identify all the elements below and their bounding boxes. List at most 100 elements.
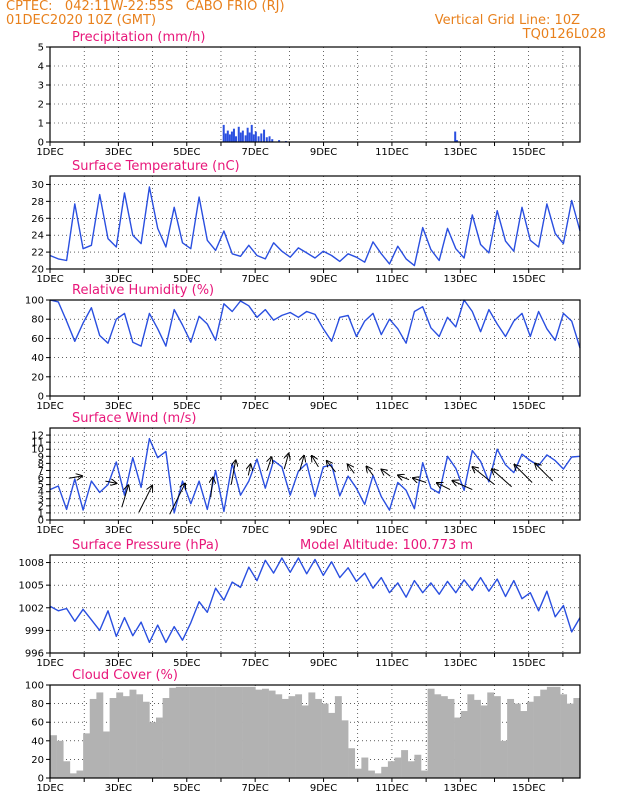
cloud-cover-bar: [109, 698, 117, 778]
cloud-cover-bar: [321, 703, 329, 778]
panel-precip: 0 1 2 3 4 5 1DEC 3DEC 5DEC 7DEC 9DEC 11DEC 13DEC 15DE…: [36, 30, 581, 158]
wind-vector-arrow: [535, 463, 553, 482]
y-tick-label: 3: [38, 81, 44, 92]
header-vertical-grid-note: Vertical Grid Line: 10Z: [434, 13, 580, 28]
x-tick-label: 3DEC: [105, 401, 132, 412]
wind-vector-arrow: [348, 464, 355, 474]
y-tick-label: 24: [31, 231, 44, 242]
x-tick-label: 11DEC: [375, 525, 409, 536]
panel-cloud: 0 20 40 60 80 100 1DEC 3DEC 5DEC 7DEC 9DEC 11DEC 13D…: [25, 668, 581, 794]
y-tick-label: 0: [38, 774, 44, 785]
y-tick-label: 999: [25, 626, 44, 637]
cloud-cover-bar: [361, 757, 369, 778]
y-tick-label: 100: [25, 296, 44, 307]
cloud-cover-bar: [122, 696, 130, 778]
x-tick-label: 7DEC: [241, 401, 268, 412]
cloud-cover-bar: [169, 687, 177, 778]
precip-bar: [237, 126, 240, 142]
x-tick-label: 1DEC: [36, 401, 63, 412]
x-tick-label: 7DEC: [241, 274, 268, 285]
y-tick-label: 60: [31, 334, 44, 345]
x-tick-label: 5DEC: [173, 274, 200, 285]
cloud-cover-bar: [374, 773, 382, 778]
cloud-cover-bar: [533, 696, 541, 778]
cloud-cover-bar: [129, 689, 137, 778]
header-model-code: TQ0126L028: [522, 27, 606, 42]
cloud-cover-bar: [103, 731, 110, 778]
panel-title: Precipitation (mm/h): [72, 30, 205, 45]
cloud-cover-bar: [493, 696, 501, 778]
cloud-cover-bar: [235, 686, 243, 778]
y-tick-label: 6: [38, 473, 44, 484]
y-tick-label: 26: [31, 214, 44, 225]
temp-series-line: [49, 186, 581, 267]
x-tick-label: 13DEC: [443, 658, 477, 669]
x-tick-label: 11DEC: [375, 658, 409, 669]
precip-bar: [248, 132, 251, 142]
x-tick-label: 11DEC: [375, 401, 409, 412]
wind-vector-arrow: [515, 465, 533, 483]
cloud-cover-bar: [69, 773, 77, 778]
wind-vector-arrow: [230, 460, 235, 485]
precip-bar: [455, 140, 458, 142]
panel-title: Surface Wind (m/s): [72, 411, 196, 426]
y-tick-label: 2: [38, 501, 44, 512]
cloud-cover-bar: [566, 703, 574, 778]
x-tick-label: 5DEC: [173, 401, 200, 412]
x-tick-label: 15DEC: [512, 274, 546, 285]
cloud-cover-bar: [447, 698, 455, 778]
y-tick-label: 12: [31, 431, 44, 442]
cloud-cover-bar: [149, 722, 157, 778]
x-tick-label: 13DEC: [443, 525, 477, 536]
x-tick-label: 9DEC: [310, 147, 337, 158]
panel-title: Cloud Cover (%): [72, 668, 178, 683]
cloud-cover-bar: [546, 686, 554, 778]
y-tick-label: 80: [31, 315, 44, 326]
cloud-cover-bar: [175, 686, 183, 778]
precip-bar: [241, 130, 244, 142]
wind-vector-arrow: [68, 476, 82, 478]
cloud-cover-bar: [248, 686, 256, 778]
cloud-cover-bar: [387, 761, 395, 778]
panel-frame: [49, 175, 581, 270]
header-station: CPTEC: 042:11W-22:55S CABO FRIO (RJ): [6, 0, 285, 14]
panel-frame: [49, 554, 581, 654]
cloud-cover-bar: [116, 692, 124, 778]
cloud-cover-bar: [368, 770, 375, 778]
cloud-cover-bar: [434, 694, 442, 778]
wind-vector-arrow: [312, 456, 319, 468]
cloud-cover-bar: [295, 694, 303, 778]
cloud-cover-bar: [195, 686, 203, 778]
cloud-cover-bar: [520, 711, 528, 778]
y-tick-label: 7: [38, 466, 44, 477]
x-tick-label: 7DEC: [241, 783, 268, 794]
cloud-cover-bar: [407, 761, 415, 778]
panel-frame: [49, 46, 581, 143]
y-tick-label: 5: [38, 480, 44, 491]
cloud-cover-bar: [460, 711, 468, 778]
x-tick-label: 3DEC: [105, 783, 132, 794]
wind-vector-arrow: [121, 485, 129, 508]
precip-bar: [263, 129, 266, 142]
panel-title: Relative Humidity (%): [72, 283, 214, 298]
x-tick-label: 13DEC: [443, 147, 477, 158]
cloud-cover-bar: [275, 694, 283, 778]
y-tick-label: 2: [38, 100, 44, 111]
y-tick-label: 40: [31, 353, 44, 364]
wind-vector-arrow: [381, 470, 391, 477]
x-tick-label: 3DEC: [105, 525, 132, 536]
cloud-cover-bar: [83, 733, 91, 778]
cloud-cover-bar: [162, 698, 170, 778]
cloud-cover-bar: [315, 698, 322, 778]
wind-vector-arrow: [105, 481, 116, 483]
y-tick-label: 80: [31, 699, 44, 710]
wind-vector-arrow: [452, 481, 473, 491]
cloud-cover-bar: [540, 689, 548, 778]
x-tick-label: 3DEC: [105, 658, 132, 669]
wind-vector-arrow: [398, 475, 410, 479]
x-tick-label: 15DEC: [512, 658, 546, 669]
x-tick-label: 1DEC: [36, 274, 63, 285]
y-tick-label: 100: [25, 681, 44, 692]
header-initial-time: 01DEC2020 10Z (GMT): [6, 13, 157, 28]
